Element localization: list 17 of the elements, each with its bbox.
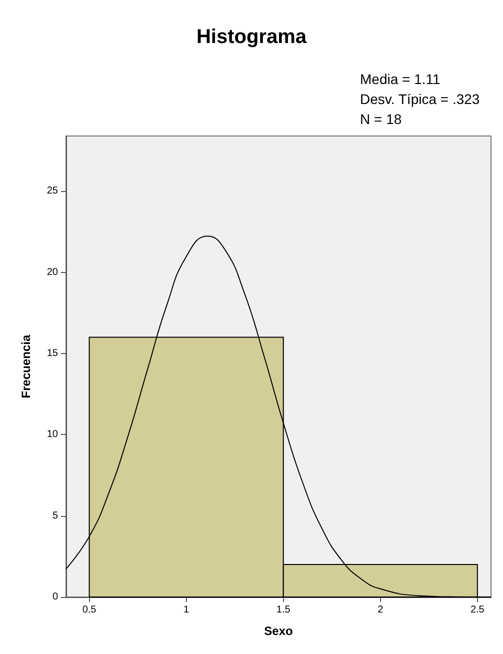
y-axis-title: Frecuencia — [19, 334, 33, 398]
y-tick-label: 10 — [46, 429, 58, 440]
x-tick-label: 1 — [184, 604, 190, 616]
text: N = 18 — [360, 111, 402, 127]
chart-title: Histograma — [196, 26, 308, 48]
y-tick-label: 5 — [52, 510, 58, 522]
x-tick-label: 1.5 — [276, 604, 291, 616]
x-tick-label: 2.5 — [470, 604, 485, 616]
y-tick-label: 15 — [46, 348, 58, 360]
y-tick-label: 20 — [46, 266, 58, 278]
x-tick-label: 2 — [378, 604, 384, 616]
x-axis-title: Sexo — [264, 624, 293, 638]
y-tick-label: 25 — [46, 186, 58, 197]
y-tick-label: 0 — [52, 592, 58, 602]
text: Media = 1.11 — [360, 71, 441, 87]
text: Desv. Típica = .323 — [360, 91, 480, 107]
x-tick-label: 0.5 — [82, 604, 97, 616]
